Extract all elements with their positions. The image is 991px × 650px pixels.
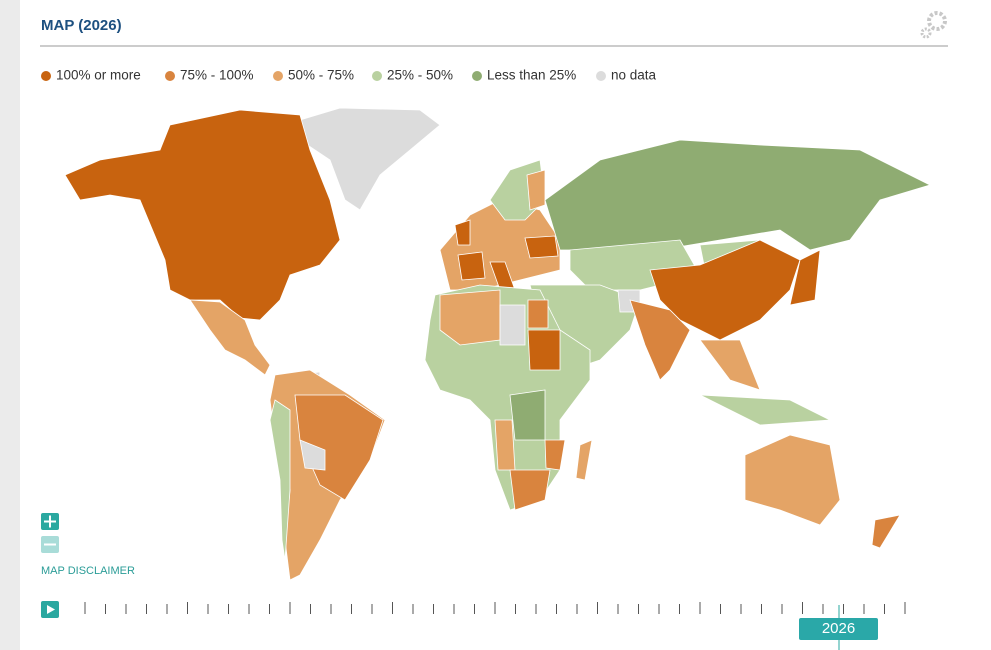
current-year: 2026 — [822, 620, 855, 637]
legend: 100% or more 75% - 100% 50% - 75% 25% - 50%… — [41, 68, 657, 83]
country-region[interactable] — [269, 399, 291, 561]
legend-label: no data — [611, 68, 657, 83]
country-region[interactable] — [871, 514, 901, 549]
country-region[interactable] — [699, 339, 761, 391]
country-region[interactable] — [299, 107, 441, 211]
panel-title: MAP (2026) — [41, 17, 122, 34]
timeline-ticks — [84, 602, 906, 614]
country-region[interactable] — [189, 299, 271, 376]
legend-label: 75% - 100% — [180, 68, 254, 83]
world-map[interactable] — [64, 107, 932, 581]
legend-label: 100% or more — [56, 68, 141, 83]
country-region[interactable] — [454, 219, 471, 246]
legend-swatch — [472, 71, 482, 81]
country-region[interactable] — [699, 394, 832, 426]
legend-swatch — [273, 71, 283, 81]
legend-label: Less than 25% — [487, 68, 576, 83]
legend-swatch — [372, 71, 382, 81]
country-region[interactable] — [524, 235, 559, 259]
zoom-in-button[interactable] — [41, 513, 59, 530]
country-region[interactable] — [509, 469, 551, 511]
year-slider-handle[interactable]: 2026 — [799, 618, 878, 640]
legend-swatch — [41, 71, 51, 81]
country-region[interactable] — [527, 299, 549, 329]
country-region[interactable] — [64, 109, 341, 321]
country-region[interactable] — [439, 289, 501, 346]
country-region[interactable] — [499, 304, 526, 346]
country-region[interactable] — [494, 419, 516, 471]
play-button[interactable] — [41, 601, 59, 618]
country-region[interactable] — [544, 439, 566, 471]
country-region[interactable] — [629, 299, 691, 381]
map-disclaimer-link[interactable]: MAP DISCLAIMER — [41, 565, 135, 577]
country-region[interactable] — [789, 249, 821, 306]
legend-label: 50% - 75% — [288, 68, 354, 83]
country-region[interactable] — [575, 439, 593, 481]
side-strip — [0, 0, 20, 650]
country-region[interactable] — [457, 251, 486, 281]
legend-label: 25% - 50% — [387, 68, 453, 83]
country-region[interactable] — [526, 169, 546, 211]
country-region[interactable] — [544, 139, 932, 251]
country-region[interactable] — [527, 329, 561, 371]
settings-icon[interactable] — [920, 11, 947, 39]
legend-swatch — [165, 71, 175, 81]
zoom-out-button[interactable] — [41, 536, 59, 553]
country-region[interactable] — [744, 434, 841, 526]
country-region[interactable] — [509, 389, 546, 441]
legend-swatch — [596, 71, 606, 81]
country-region[interactable] — [299, 439, 326, 471]
